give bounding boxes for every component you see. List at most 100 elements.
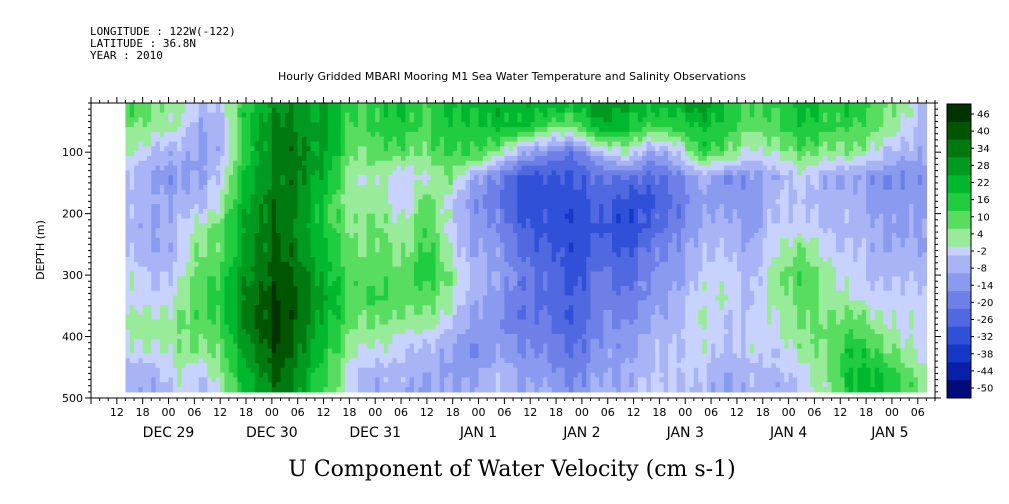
heatmap-cell <box>289 290 294 297</box>
heatmap-cell <box>207 218 213 224</box>
heatmap-cell <box>409 276 415 282</box>
heatmap-cell <box>383 213 389 220</box>
heatmap-cell <box>461 127 467 133</box>
heatmap-cell <box>250 155 256 162</box>
heatmap-cell <box>310 218 316 224</box>
heatmap-cell <box>271 131 277 138</box>
heatmap-cell <box>465 261 471 268</box>
heatmap-cell <box>469 372 475 379</box>
heatmap-cell <box>310 300 316 306</box>
heatmap-cell <box>224 131 230 138</box>
heatmap-cell <box>422 170 428 176</box>
heatmap-cell <box>258 155 264 162</box>
heatmap-cell <box>375 314 381 321</box>
heatmap-cell <box>452 310 458 316</box>
heatmap-cell <box>418 199 424 205</box>
heatmap-cell <box>379 189 385 196</box>
heatmap-cell <box>340 127 346 133</box>
heatmap-cell <box>202 305 208 311</box>
heatmap-cell <box>142 387 148 393</box>
heatmap-cell <box>134 204 139 210</box>
heatmap-cell <box>134 362 139 369</box>
heatmap-cell <box>409 131 415 138</box>
heatmap-cell <box>224 165 230 171</box>
heatmap-cell <box>293 387 299 393</box>
heatmap-cell <box>142 146 148 152</box>
heatmap-cell <box>246 107 251 114</box>
heatmap-cell <box>155 314 161 321</box>
heatmap-cell <box>237 107 243 114</box>
heatmap-cell <box>185 228 191 234</box>
heatmap-cell <box>388 281 394 287</box>
heatmap-cell <box>461 180 467 186</box>
heatmap-cell <box>207 310 213 316</box>
heatmap-cell <box>220 213 226 220</box>
heatmap-cell <box>293 165 299 171</box>
heatmap-cell <box>302 151 307 157</box>
heatmap-cell <box>138 103 144 109</box>
heatmap-cell <box>362 343 368 350</box>
heatmap-cell <box>366 165 372 171</box>
heatmap-cell <box>396 329 402 335</box>
heatmap-cell <box>336 338 342 345</box>
heatmap-cell <box>241 136 247 143</box>
heatmap-cell <box>220 281 226 287</box>
heatmap-cell <box>215 252 221 258</box>
heatmap-cell <box>237 204 243 210</box>
heatmap-cell <box>370 141 376 147</box>
heatmap-cell <box>349 232 355 239</box>
heatmap-cell <box>211 189 217 196</box>
heatmap-cell <box>224 112 230 119</box>
heatmap-cell <box>340 232 346 239</box>
heatmap-cell <box>224 155 230 162</box>
heatmap-cell <box>409 242 415 249</box>
heatmap-cell <box>250 271 256 277</box>
heatmap-cell <box>237 358 243 364</box>
heatmap-cell <box>327 247 333 253</box>
heatmap-cell <box>323 165 329 171</box>
heatmap-cell <box>306 358 312 364</box>
heatmap-cell <box>280 310 286 316</box>
heatmap-cell <box>142 242 148 249</box>
heatmap-cell <box>435 300 441 306</box>
heatmap-cell <box>319 213 325 220</box>
heatmap-cell <box>250 257 256 263</box>
heatmap-cell <box>349 189 355 196</box>
heatmap-cell <box>254 141 260 147</box>
heatmap-cell <box>375 358 381 364</box>
heatmap-cell <box>392 382 398 388</box>
heatmap-cell <box>284 127 290 133</box>
heatmap-cell <box>129 146 135 152</box>
heatmap-cell <box>362 285 368 292</box>
heatmap-cell <box>284 242 290 249</box>
heatmap-cell <box>345 112 350 119</box>
heatmap-cell <box>379 358 385 364</box>
heatmap-cell <box>164 387 170 393</box>
heatmap-cell <box>401 338 406 345</box>
heatmap-cell <box>198 204 204 210</box>
heatmap-cell <box>228 218 234 224</box>
heatmap-cell <box>413 372 419 379</box>
heatmap-cell <box>138 372 144 379</box>
heatmap-cell <box>168 343 174 350</box>
heatmap-cell <box>297 189 303 196</box>
heatmap-cell <box>306 160 312 167</box>
heatmap-cell <box>155 348 161 354</box>
heatmap-cell <box>211 122 217 128</box>
heatmap-cell <box>439 122 445 128</box>
heatmap-cell <box>228 295 234 301</box>
heatmap-cell <box>349 112 355 119</box>
heatmap-cell <box>319 290 325 297</box>
heatmap-cell <box>172 295 178 301</box>
heatmap-cell <box>181 319 187 326</box>
heatmap-cell <box>215 329 221 335</box>
heatmap-cell <box>168 136 174 143</box>
heatmap-cell <box>409 175 415 181</box>
heatmap-cell <box>345 223 350 229</box>
heatmap-cell <box>388 324 394 330</box>
heatmap-cell <box>383 122 389 128</box>
heatmap-cell <box>461 319 467 326</box>
heatmap-cell <box>418 362 424 369</box>
heatmap-cell <box>159 319 165 326</box>
heatmap-cell <box>388 141 394 147</box>
